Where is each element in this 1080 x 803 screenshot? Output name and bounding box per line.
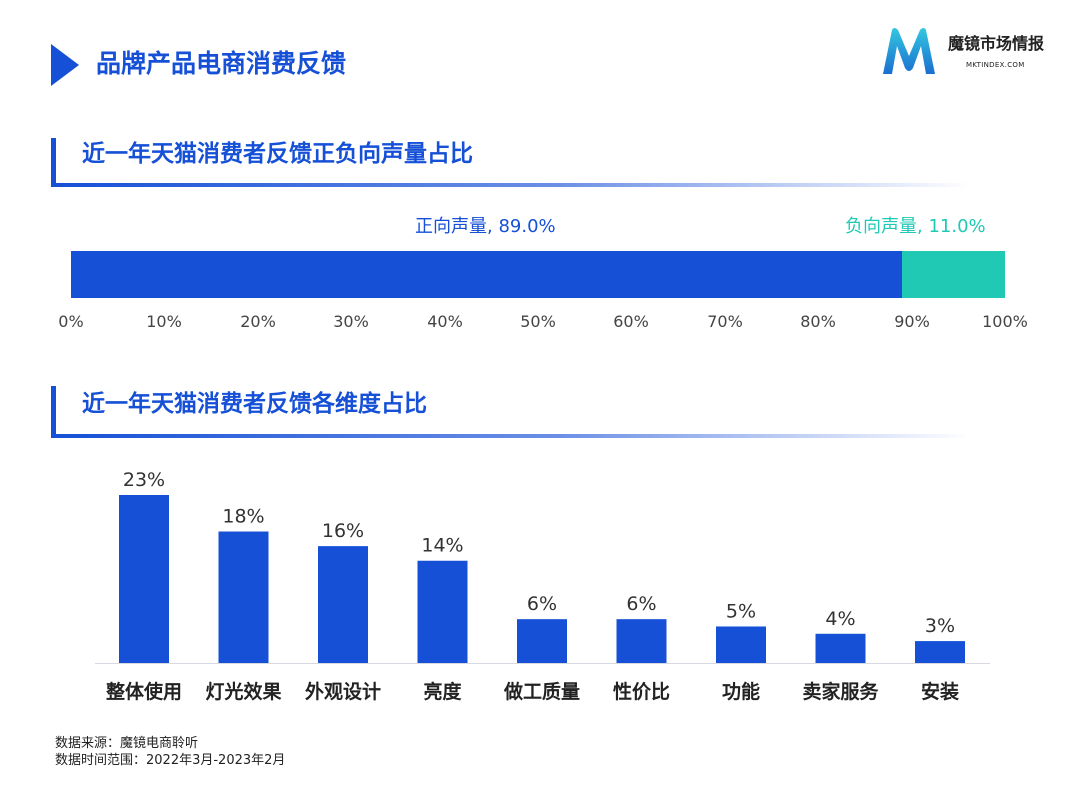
bar-value-label: 3% xyxy=(925,615,955,637)
x-tick-label: 40% xyxy=(427,312,463,331)
bar-亮度 xyxy=(417,560,468,663)
header-triangle-icon xyxy=(51,44,79,86)
x-tick-label: 0% xyxy=(58,312,84,331)
x-tick-label: 80% xyxy=(800,312,836,331)
x-tick-label: 30% xyxy=(333,312,369,331)
x-tick-label: 50% xyxy=(520,312,556,331)
category-label: 功能 xyxy=(722,680,760,703)
negative-share-label: 负向声量, 11.0% xyxy=(845,216,986,237)
category-label: 外观设计 xyxy=(305,680,381,703)
x-tick-label: 70% xyxy=(707,312,743,331)
positive-segment xyxy=(71,251,903,298)
x-tick-label: 10% xyxy=(146,312,182,331)
bar-灯光效果 xyxy=(218,531,269,663)
bar-整体使用 xyxy=(119,495,169,663)
category-label: 性价比 xyxy=(613,680,670,703)
section-title-dimensions: 近一年天猫消费者反馈各维度占比 xyxy=(82,391,427,417)
bar-外观设计 xyxy=(318,546,368,663)
bar-功能 xyxy=(716,626,766,663)
negative-segment xyxy=(902,251,1005,298)
bar-性价比 xyxy=(616,619,667,663)
data-source-note: 数据来源：魔镜电商聆听 xyxy=(55,736,199,751)
page-title: 品牌产品电商消费反馈 xyxy=(96,49,347,78)
bar-安装 xyxy=(915,641,965,663)
bar-做工质量 xyxy=(517,619,567,663)
bar-value-label: 18% xyxy=(222,506,264,528)
category-label: 整体使用 xyxy=(106,680,182,703)
positive-share-label: 正向声量, 89.0% xyxy=(415,216,556,237)
section-marker xyxy=(51,386,56,436)
category-label: 做工质量 xyxy=(503,680,580,703)
logo-subtext: MKTINDEX.COM xyxy=(966,61,1025,69)
data-period-note: 数据时间范围：2022年3月-2023年2月 xyxy=(55,753,286,768)
category-label: 亮度 xyxy=(423,680,462,703)
bar-卖家服务 xyxy=(815,633,866,663)
logo-mark-icon xyxy=(883,28,935,74)
category-label: 安装 xyxy=(921,680,959,703)
section-marker xyxy=(51,138,56,184)
x-tick-label: 90% xyxy=(894,312,930,331)
bar-value-label: 4% xyxy=(825,608,855,630)
logo-text: 魔镜市场情报 xyxy=(948,34,1045,53)
dimension-bar-chart: 23% 整体使用 18% 灯光效果 16% 外观设计 14% 亮度 6% 做工质量 6% 性价比 5% 功… xyxy=(95,469,990,703)
section-underline xyxy=(51,434,971,438)
bar-value-label: 6% xyxy=(626,593,656,615)
x-tick-label: 60% xyxy=(613,312,649,331)
section-title-sentiment: 近一年天猫消费者反馈正负向声量占比 xyxy=(82,141,473,167)
bar-value-label: 14% xyxy=(421,535,463,557)
bar-value-label: 6% xyxy=(527,593,557,615)
section-underline xyxy=(51,183,971,187)
bar-value-label: 16% xyxy=(322,520,364,542)
x-tick-label: 100% xyxy=(982,312,1028,331)
sentiment-stacked-bar xyxy=(71,251,1005,298)
bar-value-label: 23% xyxy=(123,469,165,491)
bar-value-label: 5% xyxy=(726,600,756,622)
x-tick-label: 20% xyxy=(240,312,276,331)
category-label: 灯光效果 xyxy=(205,680,281,703)
category-label: 卖家服务 xyxy=(802,680,879,703)
